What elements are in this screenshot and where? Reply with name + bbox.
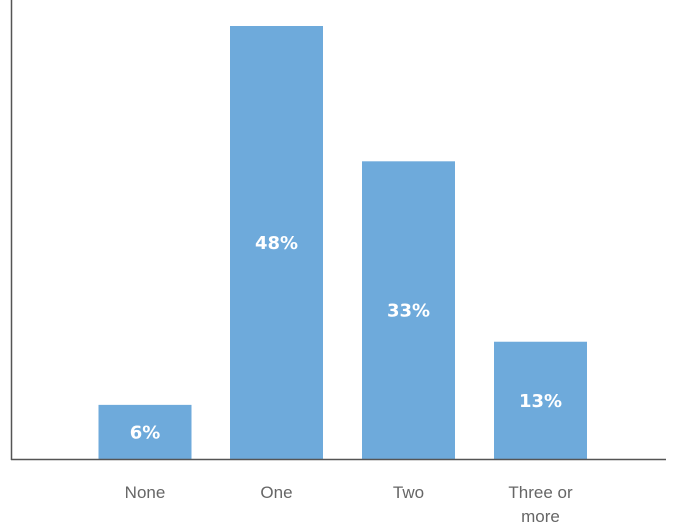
bar-two (362, 161, 455, 459)
x-tick-label: One (260, 483, 292, 502)
x-tick-label-line: more (521, 507, 560, 526)
bar-three-or-more (494, 341, 587, 459)
x-tick-label: Two (393, 483, 424, 502)
data-label: 6% (130, 422, 161, 443)
x-tick-labels-group: None One Two Three or more (125, 483, 573, 526)
value-labels-group: 6% 48% 33% 13% (130, 233, 562, 443)
data-label: 33% (387, 301, 430, 322)
bar-one (230, 26, 323, 459)
bar-none (98, 404, 192, 459)
x-tick-label: Three or more (508, 483, 573, 526)
x-tick-label-line: Three or (508, 483, 573, 502)
data-label: 13% (519, 391, 562, 412)
bars-group (98, 26, 587, 459)
x-tick-label: None (125, 483, 166, 502)
x-tick-label-line: Two (393, 483, 424, 502)
data-label: 48% (255, 233, 298, 254)
x-tick-label-line: None (125, 483, 166, 502)
x-tick-label-line: One (260, 483, 292, 502)
